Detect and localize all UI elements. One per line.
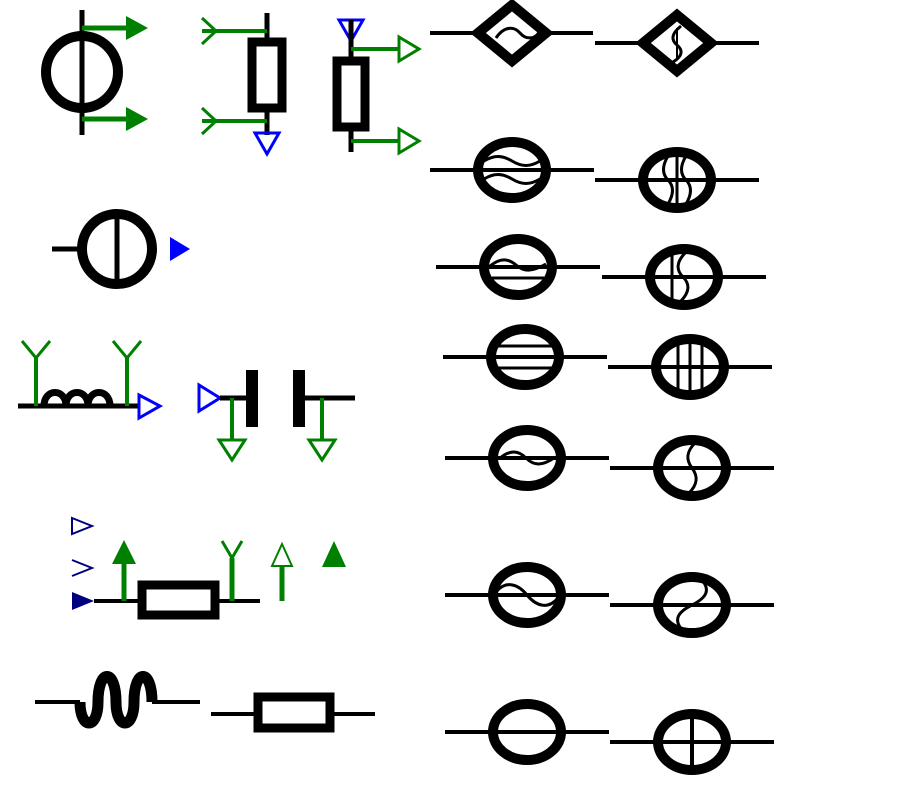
ellipse-wave-lines-vertical xyxy=(602,244,766,310)
filled-triangle-icon xyxy=(72,592,94,610)
chevron-icon xyxy=(71,559,95,577)
ellipse-plain-horizontal xyxy=(445,699,609,765)
current-source-symbol xyxy=(41,10,148,135)
port-triangle-icon xyxy=(252,131,282,158)
wavy-wire-symbol xyxy=(35,671,200,729)
antenna-port-icon xyxy=(111,340,143,406)
output-arrow-icon xyxy=(170,237,190,261)
ellipse-wave-lines-horizontal xyxy=(436,234,600,300)
ellipse-single-wave-horizontal xyxy=(445,425,609,491)
open-triangle-icon xyxy=(71,516,95,536)
antenna-port-icon xyxy=(200,106,267,136)
ellipse-three-lines-horizontal xyxy=(443,324,607,390)
ellipse-plain-vertical xyxy=(610,709,774,775)
port-triangle-icon xyxy=(197,382,223,414)
ellipse-double-wave-vertical xyxy=(595,147,759,213)
inductor-symbol xyxy=(18,340,164,421)
antenna-port-icon xyxy=(20,340,52,406)
source-with-output-symbol xyxy=(52,209,190,289)
output-arrow-icon xyxy=(351,34,422,64)
capacitor-symbol xyxy=(197,370,355,463)
output-arrow-icon xyxy=(82,16,148,40)
ellipse-double-wave-horizontal xyxy=(430,137,594,203)
resistor-with-ports-symbol-2 xyxy=(332,18,422,156)
diamond-wave-vertical-symbol xyxy=(595,8,759,78)
port-markers xyxy=(71,516,95,610)
resistor-plain-symbol xyxy=(211,692,375,733)
ellipse-single-wave-vertical xyxy=(610,435,774,501)
ellipse-s-curve-vertical xyxy=(610,572,774,638)
ellipse-s-curve-horizontal xyxy=(445,562,609,628)
antenna-port-icon xyxy=(220,540,244,601)
port-triangle-icon xyxy=(137,392,164,421)
resistor-box-symbol xyxy=(94,540,346,620)
down-arrow-icon xyxy=(216,398,248,463)
up-arrow-icon xyxy=(270,541,294,601)
ellipse-three-lines-vertical xyxy=(608,334,772,400)
output-arrow-icon xyxy=(351,126,422,156)
output-arrow-icon xyxy=(82,107,148,131)
diamond-wave-horizontal-symbol xyxy=(430,0,593,68)
up-arrow-icon xyxy=(112,540,136,601)
filled-triangle-icon xyxy=(322,541,346,567)
antenna-port-icon xyxy=(200,16,267,46)
down-arrow-icon xyxy=(306,398,338,463)
resistor-with-ports-symbol xyxy=(200,13,287,158)
